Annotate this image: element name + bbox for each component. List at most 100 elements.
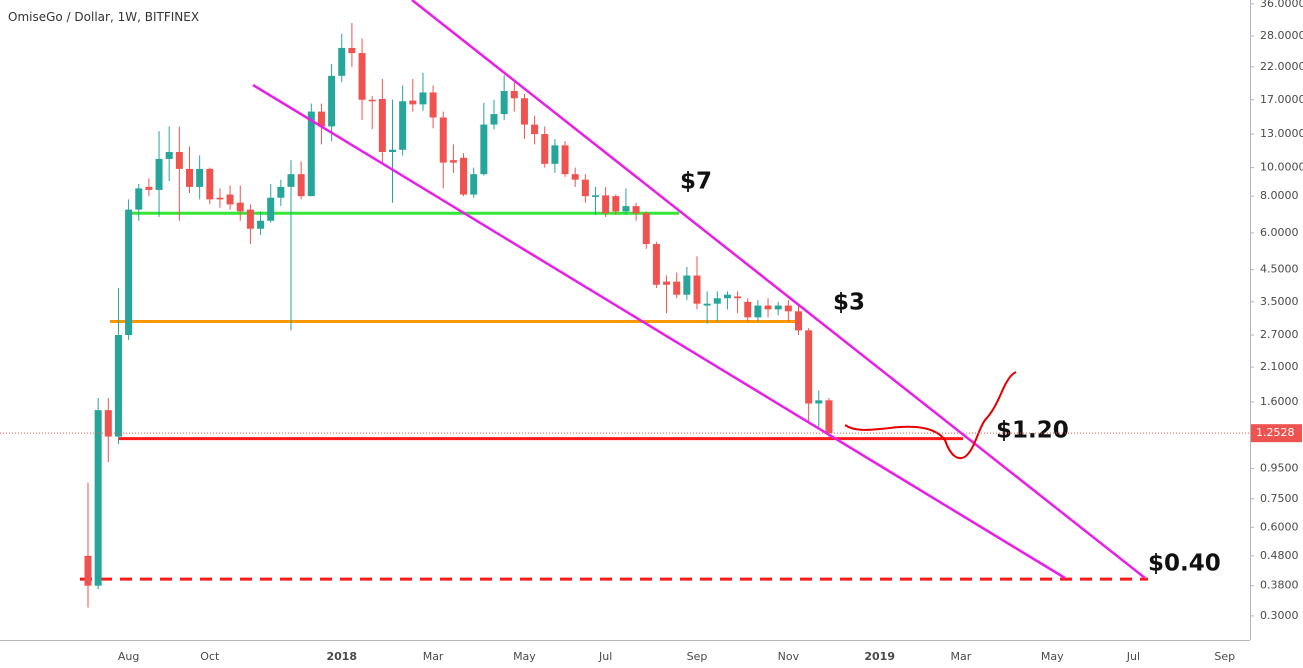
candle-body	[480, 124, 488, 175]
level-label: $0.40	[1148, 551, 1221, 577]
candle-body	[277, 186, 285, 198]
candle-body	[257, 220, 265, 229]
y-tick-label: 4.5000	[1260, 263, 1299, 276]
candle-body	[723, 294, 731, 299]
candle-body	[378, 99, 386, 152]
y-tick-label: 0.6000	[1260, 520, 1299, 533]
candle-body	[764, 305, 772, 310]
x-tick-label: 2018	[326, 650, 357, 663]
candle-body	[663, 281, 671, 285]
y-tick-label: 0.4800	[1260, 549, 1299, 562]
candle-body	[703, 303, 711, 306]
candle-body	[713, 298, 721, 304]
candle-body	[206, 168, 214, 200]
candle-body	[592, 195, 599, 197]
level-label: $7	[680, 169, 712, 195]
y-tick-label: 3.5000	[1260, 295, 1299, 308]
candle-body	[520, 98, 528, 125]
candle-body	[795, 311, 802, 331]
candle-body	[125, 209, 133, 336]
y-tick-label: 0.3800	[1260, 579, 1299, 592]
candle-body	[84, 555, 92, 586]
candle-body	[439, 117, 447, 163]
candle-body	[145, 186, 153, 190]
y-tick-label: 17.0000	[1260, 93, 1303, 106]
candle-body	[328, 75, 336, 127]
candle-body	[94, 410, 102, 586]
trend-line-upper	[411, 0, 1146, 579]
candle-body	[216, 197, 224, 200]
candle-body	[754, 305, 762, 318]
candle-body	[510, 91, 518, 99]
y-tick-label: 0.9500	[1260, 462, 1299, 475]
projection-sketch	[844, 371, 1017, 460]
candle-body	[744, 301, 752, 318]
candle-body	[449, 160, 457, 163]
candle-body	[561, 145, 569, 175]
chart-title: OmiseGo / Dollar, 1W, BITFINEX	[8, 10, 199, 24]
y-tick-label: 28.0000	[1260, 29, 1303, 42]
candle-body	[287, 174, 295, 187]
candle-body	[531, 124, 539, 135]
candle-body	[175, 151, 183, 169]
candle-body	[673, 281, 681, 295]
candle-body	[500, 91, 508, 115]
x-tick-label: Mar	[423, 650, 444, 663]
candle-body	[399, 101, 407, 150]
candle-body	[805, 330, 813, 404]
candle-body	[632, 206, 640, 214]
candle-body	[307, 111, 315, 197]
candle-body	[460, 157, 468, 195]
last-price-label: 1.2528	[1256, 426, 1295, 439]
candle-body	[246, 209, 254, 229]
y-tick-label: 6.0000	[1260, 226, 1299, 239]
candle-body	[490, 114, 498, 125]
candle-body	[338, 47, 346, 76]
candle-body	[155, 158, 163, 190]
x-tick-label: May	[1041, 650, 1064, 663]
candle-body	[541, 134, 549, 164]
candle-body	[236, 202, 244, 212]
x-tick-label: 2019	[864, 650, 895, 663]
candle-body	[348, 47, 356, 54]
y-tick-label: 0.7500	[1260, 492, 1299, 505]
candle-body	[267, 197, 275, 221]
candle-body	[815, 400, 823, 404]
candle-body	[784, 305, 792, 312]
candle-body	[602, 195, 610, 214]
candle-body	[419, 92, 427, 105]
candle-body	[358, 53, 366, 100]
candle-body	[104, 410, 112, 437]
y-tick-label: 0.3000	[1260, 609, 1299, 622]
candle-body	[317, 111, 325, 127]
candle-body	[226, 194, 234, 205]
y-tick-label: 8.0000	[1260, 189, 1299, 202]
candle-body	[551, 145, 559, 164]
trend-line-lower	[252, 83, 1066, 580]
candle-body	[165, 151, 173, 159]
candle-body	[470, 174, 478, 195]
x-tick-label: Sep	[1214, 650, 1235, 663]
x-tick-label: Nov	[778, 650, 800, 663]
x-tick-label: Oct	[200, 650, 220, 663]
candle-body	[368, 99, 376, 102]
y-tick-label: 36.0000	[1260, 0, 1303, 10]
candle-body	[186, 168, 193, 187]
y-tick-label: 10.0000	[1260, 161, 1303, 174]
plot	[80, 22, 1148, 608]
level-label: $1.20	[996, 418, 1069, 444]
x-tick-label: Mar	[951, 650, 972, 663]
candle-body	[642, 213, 650, 245]
x-tick-label: May	[513, 650, 536, 663]
x-tick-label: Sep	[687, 650, 708, 663]
x-tick-label: Aug	[118, 650, 139, 663]
last-price-badge	[1251, 424, 1302, 443]
y-tick-label: 2.1000	[1260, 360, 1299, 373]
candle-body	[774, 305, 782, 310]
candle-body	[389, 149, 396, 152]
candle-body	[297, 174, 305, 197]
candle-body	[135, 188, 143, 210]
level-label: $3	[833, 290, 865, 316]
y-tick-label: 2.7000	[1260, 328, 1299, 341]
